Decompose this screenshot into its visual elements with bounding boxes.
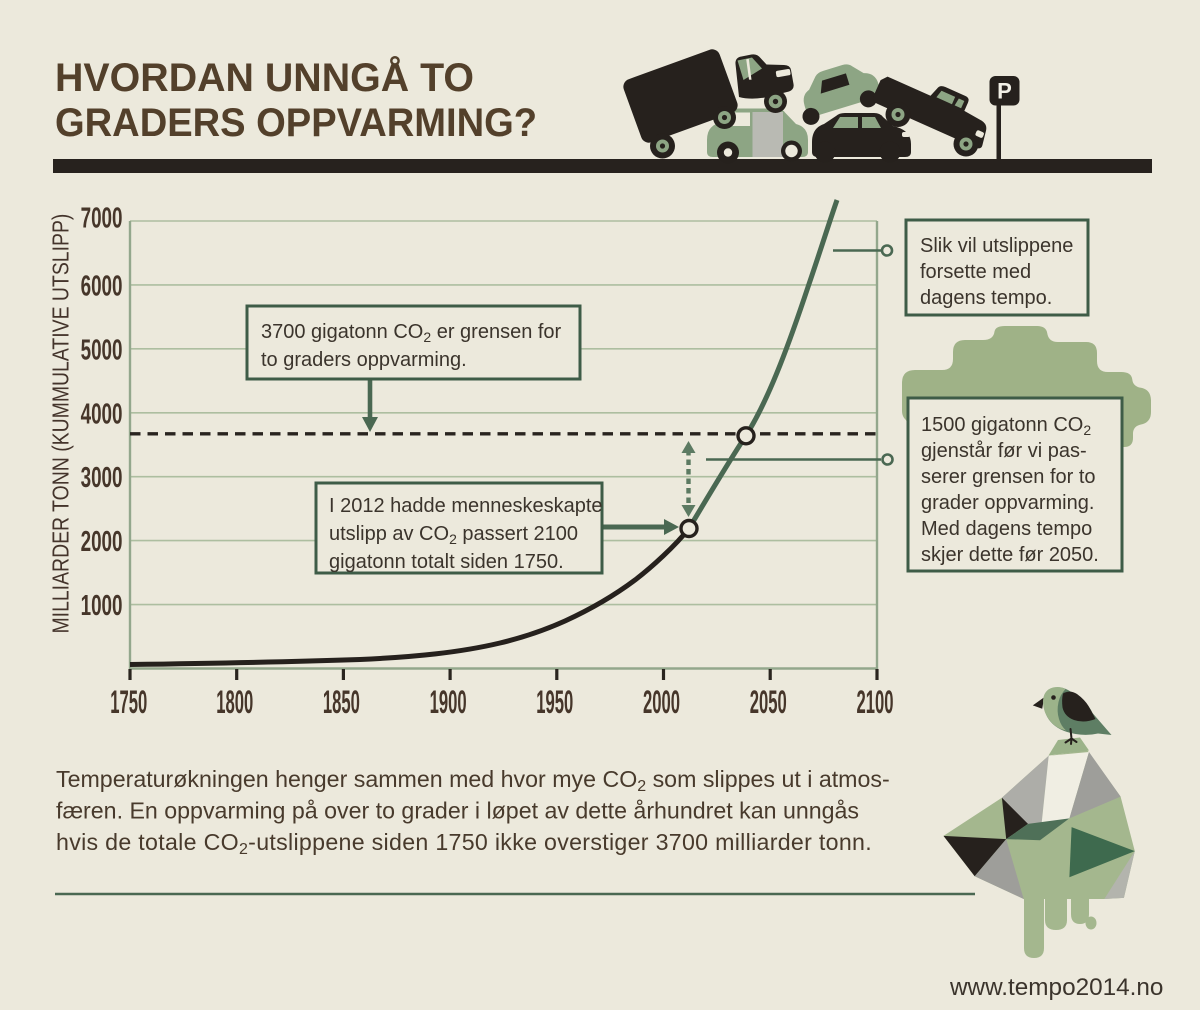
svg-text:www.tempo2014.no: www.tempo2014.no (949, 974, 1163, 1001)
svg-text:GRADERS OPPVARMING?: GRADERS OPPVARMING? (55, 101, 537, 145)
svg-text:3000: 3000 (81, 462, 123, 494)
svg-text:Med dagens tempo: Med dagens tempo (921, 518, 1092, 540)
svg-text:HVORDAN UNNGÅ TO: HVORDAN UNNGÅ TO (55, 56, 474, 100)
svg-text:1950: 1950 (536, 685, 573, 720)
svg-text:4000: 4000 (81, 398, 123, 430)
svg-text:1000: 1000 (81, 590, 123, 622)
svg-text:gigatonn totalt siden 1750.: gigatonn totalt siden 1750. (329, 551, 564, 573)
svg-text:Temperaturøkningen henger samm: Temperaturøkningen henger sammen med hvo… (56, 766, 890, 795)
svg-text:2000: 2000 (643, 685, 680, 720)
svg-text:1750: 1750 (110, 685, 147, 720)
svg-text:2000: 2000 (81, 526, 123, 558)
svg-text:P: P (997, 79, 1012, 104)
svg-text:hvis de totale CO2-utslippene: hvis de totale CO2-utslippene siden 1750… (56, 829, 872, 858)
svg-text:gjenstår før vi pas-: gjenstår før vi pas- (921, 440, 1087, 462)
svg-text:1850: 1850 (323, 685, 360, 720)
svg-text:serer grensen for to: serer grensen for to (921, 466, 1096, 488)
svg-text:6000: 6000 (81, 270, 123, 302)
svg-text:dagens tempo.: dagens tempo. (920, 287, 1052, 309)
svg-text:to graders oppvarming.: to graders oppvarming. (261, 349, 467, 371)
svg-text:1500 gigatonn CO2: 1500 gigatonn CO2 (921, 414, 1091, 438)
svg-text:forsette med: forsette med (920, 261, 1031, 283)
svg-text:I 2012 hadde menneskeskapte: I 2012 hadde menneskeskapte (329, 495, 603, 517)
svg-text:1900: 1900 (430, 685, 467, 720)
svg-text:1800: 1800 (216, 685, 253, 720)
svg-text:7000: 7000 (81, 203, 123, 235)
svg-text:5000: 5000 (81, 334, 123, 366)
svg-text:skjer dette før 2050.: skjer dette før 2050. (921, 544, 1099, 566)
svg-text:MILLIARDER TONN (KUMMULATIVE U: MILLIARDER TONN (KUMMULATIVE UTSLIPP) (48, 214, 74, 634)
svg-text:Slik vil utslippene: Slik vil utslippene (920, 235, 1073, 257)
svg-text:grader oppvarming.: grader oppvarming. (921, 492, 1094, 514)
svg-text:3700 gigatonn CO2 er grensen f: 3700 gigatonn CO2 er grensen for (261, 321, 562, 345)
svg-text:2050: 2050 (750, 685, 787, 720)
svg-text:2100: 2100 (856, 685, 893, 720)
svg-text:færen. En oppvarming på over t: færen. En oppvarming på over to grader i… (56, 798, 859, 824)
